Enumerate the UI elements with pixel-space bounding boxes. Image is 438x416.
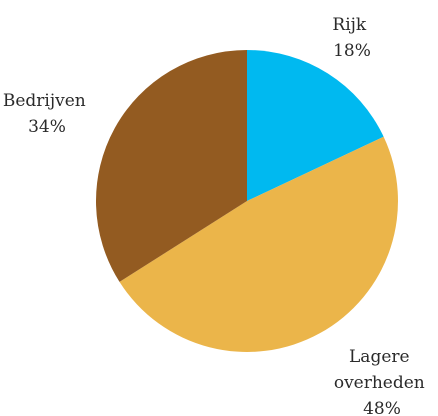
pie-slices — [96, 50, 398, 352]
pie-slice-rijk — [247, 50, 384, 201]
pie-slice-bedrijven — [96, 50, 247, 282]
pie-labels: Rijk 18% Lagere overheden 48% Bedrijven … — [3, 15, 430, 416]
pie-slice-lagere — [119, 136, 398, 352]
slice-label-rijk: Rijk 18% — [332, 15, 371, 61]
slice-label-lagere-overheden: Lagere overheden 48% — [334, 347, 430, 416]
slice-label-bedrijven: Bedrijven 34% — [3, 91, 91, 137]
